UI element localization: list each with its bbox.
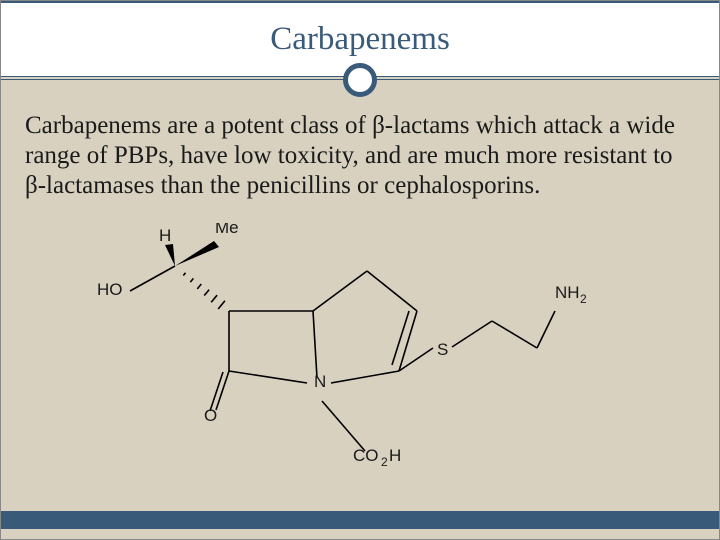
svg-text:S: S [437, 340, 448, 359]
svg-text:2: 2 [580, 292, 587, 306]
svg-text:CO: CO [353, 446, 379, 465]
slide: Carbapenems Carbapenems are a potent cla… [0, 0, 720, 540]
circle-marker-icon [343, 63, 377, 97]
slide-title: Carbapenems [270, 21, 450, 58]
chemical-structure-svg: HMeHOSNH2ONCO2H [97, 223, 617, 483]
body-text: Carbapenems are a potent class of β-lact… [25, 111, 695, 201]
svg-text:H: H [389, 446, 401, 465]
svg-text:2: 2 [381, 455, 388, 469]
svg-text:HO: HO [97, 280, 123, 299]
svg-text:O: O [204, 406, 217, 425]
svg-text:NH: NH [555, 283, 580, 302]
svg-text:N: N [314, 372, 326, 391]
svg-text:H: H [159, 226, 171, 245]
chemical-structure: HMeHOSNH2ONCO2H [97, 223, 617, 483]
svg-text:Me: Me [215, 223, 239, 237]
bottom-accent-bar [1, 511, 719, 529]
